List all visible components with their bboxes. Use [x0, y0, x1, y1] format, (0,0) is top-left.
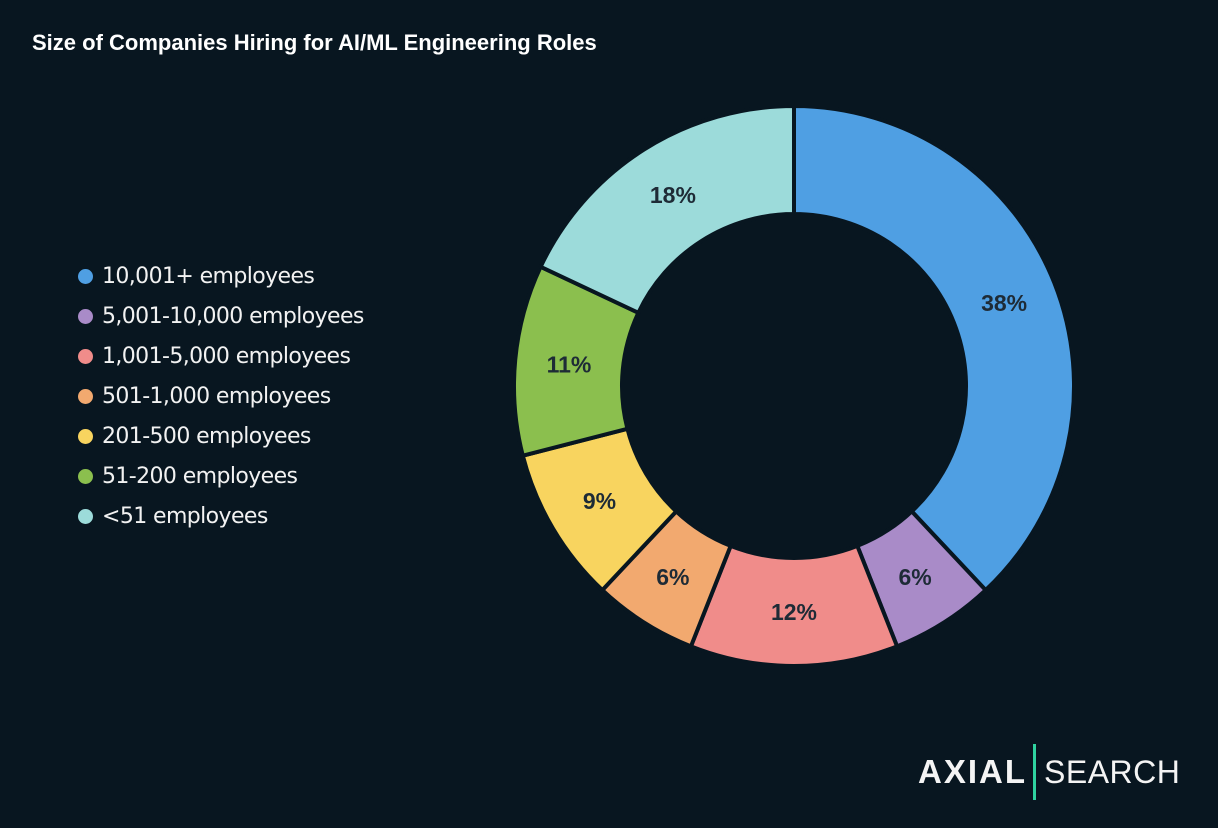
- logo-axial-text: AXIAL: [918, 753, 1027, 790]
- legend-swatch: [78, 388, 93, 404]
- slice-label: 11%: [547, 352, 592, 378]
- legend-item: 51-200 employees: [78, 456, 364, 496]
- donut-slice: [792, 103, 1076, 593]
- legend-label: 501-1,000 employees: [102, 383, 331, 409]
- legend-item: 501-1,000 employees: [78, 376, 364, 416]
- slice-label: 12%: [771, 599, 817, 625]
- legend-swatch: [78, 308, 93, 324]
- legend-swatch: [78, 468, 93, 484]
- legend-item: 10,001+ employees: [78, 256, 364, 296]
- legend-swatch: [78, 348, 93, 364]
- logo-search-text: SEARCH: [1044, 753, 1181, 790]
- legend-label: <51 employees: [102, 503, 268, 529]
- slice-label: 6%: [656, 564, 689, 590]
- slice-label: 18%: [650, 182, 696, 208]
- legend-label: 10,001+ employees: [102, 263, 315, 289]
- axial-search-logo: AXIAL SEARCH: [918, 744, 1180, 800]
- legend-item: <51 employees: [78, 496, 364, 536]
- legend-label: 1,001-5,000 employees: [102, 343, 351, 369]
- slice-label: 9%: [583, 488, 616, 514]
- legend-label: 51-200 employees: [102, 463, 298, 489]
- legend-swatch: [78, 268, 93, 284]
- slice-label: 38%: [981, 290, 1027, 316]
- legend: 10,001+ employees 5,001-10,000 employees 1…: [78, 256, 364, 536]
- legend-item: 5,001-10,000 employees: [78, 296, 364, 336]
- logo-divider: [1033, 744, 1036, 800]
- legend-label: 201-500 employees: [102, 423, 311, 449]
- legend-item: 201-500 employees: [78, 416, 364, 456]
- legend-swatch: [78, 428, 93, 444]
- slice-label: 6%: [898, 564, 931, 590]
- legend-label: 5,001-10,000 employees: [102, 303, 364, 329]
- donut-slice: [537, 103, 796, 316]
- chart-title: Size of Companies Hiring for AI/ML Engin…: [32, 30, 597, 55]
- legend-item: 1,001-5,000 employees: [78, 336, 364, 376]
- legend-swatch: [78, 508, 93, 524]
